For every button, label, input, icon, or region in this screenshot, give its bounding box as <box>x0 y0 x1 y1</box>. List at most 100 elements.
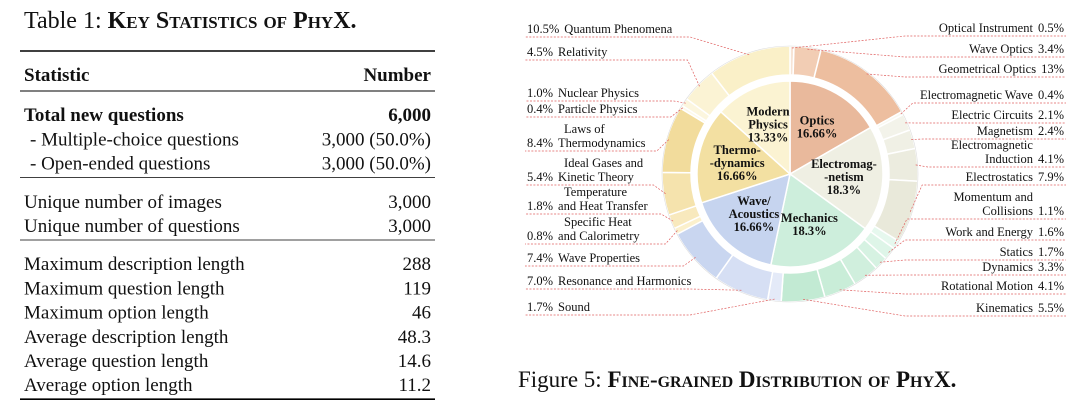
outer-value: 1.0% <box>527 86 553 100</box>
donut-slice <box>788 126 884 230</box>
outer-value: 1.6% <box>1038 225 1064 239</box>
outer-value: 0.4% <box>527 102 553 116</box>
outer-label: Kinetic Theory <box>558 170 635 184</box>
outer-label: Kinematics <box>976 301 1033 315</box>
leader-line <box>911 138 1066 140</box>
slice-value: 13.33% <box>748 131 789 145</box>
outer-label: Collisions <box>982 204 1033 218</box>
outer-label: and Heat Transfer <box>558 199 648 213</box>
outer-value: 0.5% <box>1038 21 1064 35</box>
slice-label: Thermo- <box>714 143 761 157</box>
outer-label: Electromagnetic <box>951 138 1033 152</box>
leader-line <box>888 239 1066 253</box>
leader-line <box>525 36 750 56</box>
outer-value: 0.8% <box>527 229 553 243</box>
outer-value: 7.0% <box>527 274 553 288</box>
slice-value: 16.66% <box>797 127 838 141</box>
table-cell: 3,000 (50.0%) <box>322 129 431 150</box>
outer-value: 3.3% <box>1038 260 1064 274</box>
outer-value: 5.5% <box>1038 301 1064 315</box>
outer-value: 2.1% <box>1038 108 1064 122</box>
table-cell: Maximum question length <box>24 278 225 299</box>
figure-label: Figure 5: <box>518 367 602 392</box>
donut <box>661 45 919 303</box>
table-cell: 3,000 <box>388 216 431 237</box>
table-cell: Unique number of images <box>24 192 222 213</box>
table-cell: 119 <box>403 278 431 299</box>
leader-line <box>525 100 686 104</box>
outer-label: Particle Physics <box>558 102 638 116</box>
outer-value: 1.7% <box>527 300 553 314</box>
outer-label: Quantum Phenomena <box>564 22 672 36</box>
outer-value: 1.8% <box>527 199 553 213</box>
figure-caption-text: Fine-grained Distribution of PhyX. <box>607 367 956 392</box>
outer-value: 1.7% <box>1038 245 1064 259</box>
leader-line <box>807 48 1066 58</box>
slice-label: Electromag- <box>811 157 877 171</box>
table-cell: 3,000 <box>388 192 431 213</box>
outer-value: 10.5% <box>527 22 559 36</box>
slice-label: Physics <box>748 118 788 132</box>
table-cell: 14.6 <box>398 351 431 372</box>
outer-label: Thermodynamics <box>558 136 646 150</box>
table-cell: Maximum option length <box>24 303 209 324</box>
outer-label: Magnetism <box>977 124 1034 138</box>
table-cell: 46 <box>412 303 431 324</box>
leader-line <box>525 59 700 87</box>
leader-line <box>909 184 1066 212</box>
outer-label: Laws of <box>564 122 605 136</box>
outer-value: 5.4% <box>527 170 553 184</box>
table-cell: Unique number of questions <box>24 216 240 237</box>
table-cell: - Multiple-choice questions <box>30 129 239 150</box>
leader-line <box>839 289 1066 295</box>
table-cell: 11.2 <box>398 375 431 396</box>
table-cell: Total new questions <box>24 105 184 126</box>
outer-value: 0.4% <box>1038 88 1064 102</box>
table-cell: Average description length <box>24 327 229 348</box>
outer-label: Electrostatics <box>966 170 1033 184</box>
leader-line <box>879 259 1066 263</box>
donut-slice <box>769 172 867 268</box>
outer-value: 4.1% <box>1038 279 1064 293</box>
outer-label: Work and Energy <box>945 225 1033 239</box>
outer-label: Resonance and Harmonics <box>558 274 691 288</box>
outer-label: Specific Heat <box>564 215 632 229</box>
slice-value: 18.3% <box>827 183 861 197</box>
ring-edge <box>661 45 919 303</box>
outer-label: Optical Instrument <box>939 21 1034 35</box>
outer-label: Momentum and <box>953 190 1033 204</box>
leader-line <box>525 107 683 118</box>
slice-label: Acoustics <box>729 207 780 221</box>
table-cell: 48.3 <box>398 327 431 348</box>
leader-line <box>525 230 678 245</box>
leader-line <box>802 298 1066 317</box>
table-cell: Average question length <box>24 351 209 372</box>
outer-label: Sound <box>558 300 591 314</box>
outer-value: 4.5% <box>527 45 553 59</box>
table-header: Statistic <box>24 65 89 86</box>
leader-line <box>525 298 775 316</box>
leader-line <box>525 288 742 291</box>
outer-value: 4.1% <box>1038 152 1064 166</box>
outer-value: 2.4% <box>1038 124 1064 138</box>
figure-caption: Figure 5: Fine-grained Distribution of P… <box>518 367 956 392</box>
leader-line <box>866 73 1066 78</box>
slice-value: 18.3% <box>792 224 826 238</box>
slice-label: -netism <box>824 170 864 184</box>
outer-label: Ideal Gases and <box>564 156 644 170</box>
outer-value: 1.1% <box>1038 204 1064 218</box>
outer-label: Dynamics <box>982 260 1033 274</box>
outer-value: 3.4% <box>1038 42 1064 56</box>
donut-slice <box>700 172 792 266</box>
slice-value: 16.66% <box>717 169 758 183</box>
leader-line <box>915 164 1066 168</box>
table-label: Table 1: <box>24 8 102 34</box>
table-title-text: Key Statistics of PhyX. <box>108 8 357 34</box>
outer-value: 8.4% <box>527 136 553 150</box>
outer-label: Temperature <box>564 185 627 199</box>
outer-label: Wave Properties <box>558 251 640 265</box>
leader-line <box>900 102 1066 115</box>
outer-label: Statics <box>1000 245 1033 259</box>
outer-label: Electric Circuits <box>951 108 1033 122</box>
